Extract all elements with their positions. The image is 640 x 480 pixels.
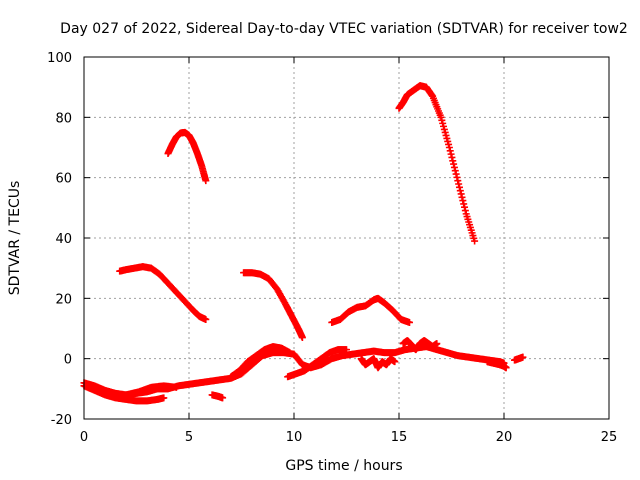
data-point — [455, 180, 463, 188]
data-point — [202, 177, 210, 185]
data-point — [458, 193, 466, 201]
data-point — [449, 157, 457, 165]
data-point — [445, 144, 453, 151]
series-arc-j — [284, 346, 350, 381]
series-arc-k — [357, 355, 399, 372]
grid-layer — [84, 57, 609, 419]
series-arc-a — [164, 128, 210, 185]
y-tick-label: 80 — [55, 111, 72, 126]
data-point — [433, 340, 441, 348]
y-tick-label: 0 — [64, 353, 72, 368]
x-tick-label: 25 — [601, 430, 618, 445]
data-point — [447, 150, 455, 158]
data-point — [172, 383, 180, 391]
data-point — [471, 237, 479, 245]
data-point — [502, 364, 510, 372]
series-arc-m — [483, 358, 510, 372]
chart-title: Day 027 of 2022, Sidereal Day-to-day VTE… — [60, 21, 628, 37]
data-point — [202, 315, 210, 323]
data-point — [459, 197, 467, 205]
data-point — [450, 163, 458, 171]
data-layer — [80, 82, 527, 405]
series-arc-b — [395, 82, 479, 245]
x-tick-label: 20 — [496, 430, 513, 445]
x-tick-label: 15 — [391, 430, 408, 445]
y-tick-label: 100 — [47, 51, 72, 66]
series-arc-i — [227, 343, 294, 381]
data-point — [452, 170, 460, 178]
series-arc-n — [511, 353, 527, 364]
series-arc-l — [399, 337, 441, 354]
tick-layer: 0 5 10 15 20 25 -20 0 20 40 60 80 100 — [47, 51, 617, 445]
series-arc-o — [208, 391, 227, 402]
x-tick-label: 0 — [80, 430, 88, 445]
data-point — [298, 334, 306, 342]
y-tick-label: -20 — [51, 413, 72, 428]
x-axis-title: GPS time / hours — [285, 458, 402, 474]
data-point — [457, 190, 465, 198]
data-point — [455, 183, 463, 191]
series-arc-h — [105, 382, 180, 400]
data-point — [343, 346, 350, 354]
data-point — [448, 153, 456, 161]
data-point — [160, 394, 168, 402]
y-tick-label: 60 — [55, 172, 72, 187]
data-point — [219, 394, 227, 402]
data-point — [454, 177, 462, 185]
y-tick-label: 20 — [55, 292, 72, 307]
series-arc-d — [240, 269, 306, 342]
data-point — [456, 187, 464, 195]
x-tick-label: 5 — [185, 430, 193, 445]
data-point — [406, 318, 413, 326]
data-point — [286, 349, 294, 357]
data-point — [451, 167, 459, 175]
y-axis-title: SDTVAR / TECUs — [7, 181, 23, 296]
y-tick-label: 40 — [55, 232, 72, 247]
data-point — [460, 200, 468, 208]
data-point — [461, 203, 469, 211]
data-point — [461, 207, 469, 215]
series-arc-e — [328, 294, 413, 326]
x-tick-label: 10 — [286, 430, 303, 445]
series-arc-c — [116, 263, 210, 323]
data-point — [391, 358, 399, 366]
data-point — [450, 160, 458, 168]
data-point — [453, 173, 461, 181]
data-point — [446, 147, 454, 155]
data-point — [519, 353, 527, 361]
